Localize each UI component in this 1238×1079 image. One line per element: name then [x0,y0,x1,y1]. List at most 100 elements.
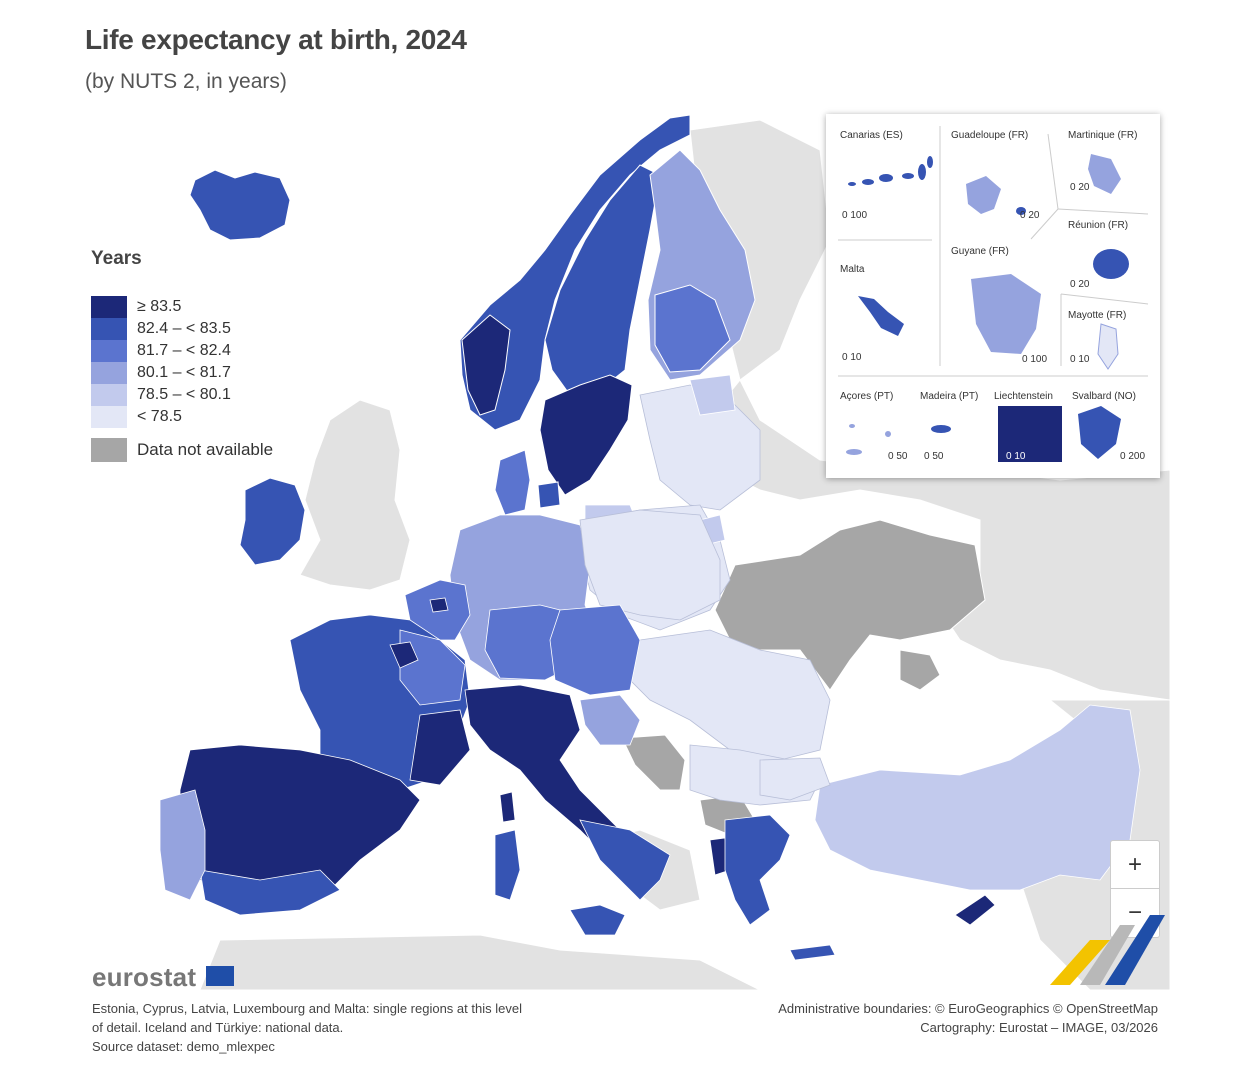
bulgaria-region [759,757,831,801]
canarias-shapes [848,156,933,186]
italy-south-region [579,819,671,901]
inset-label-guadeloupe: Guadeloupe (FR) [951,130,1029,141]
paris-region [389,641,419,669]
map-title: Life expectancy at birth, 2024 [85,24,467,55]
inset-scale-malta: 0 10 [842,352,862,363]
legend-no-data: Data not available [91,438,273,462]
legend-item: 78.5 – < 80.1 [91,384,273,406]
footnote-line: of detail. Iceland and Türkiye: national… [92,1020,344,1035]
legend-label: 81.7 – < 82.4 [137,342,231,359]
sardinia-region [494,829,521,901]
slovenia-croatia-region [579,694,641,746]
inset-scale-acores: 0 50 [888,451,908,462]
mayotte-shape [1097,323,1119,370]
footnote-line: Source dataset: demo_mlexpec [92,1039,275,1054]
legend-item: ≥ 83.5 [91,296,273,318]
inset-label-guyane: Guyane (FR) [951,246,1009,257]
inset-panel: Canarias (ES) 0 100 Guadeloupe (FR) 0 20… [826,114,1160,478]
eu-flag-icon [206,966,234,986]
ireland-region [239,477,306,566]
inset-scale-reunion: 0 20 [1070,279,1090,290]
legend-item: 81.7 – < 82.4 [91,340,273,362]
eurostat-logo: eurostat [92,962,197,992]
portugal-region [159,789,206,901]
inset-label-mayotte: Mayotte (FR) [1068,310,1127,321]
legend: Years ≥ 83.5 82.4 – < 83.5 81.7 – < 82.4… [91,248,273,462]
inset-label-canarias: Canarias (ES) [840,130,903,141]
belgium-capital-region [429,597,449,613]
legend-title: Years [91,248,142,269]
zoom-in-button[interactable]: + [1127,850,1142,878]
inset-frame [838,126,1149,462]
inset-scale-guyane: 0 100 [1022,354,1048,365]
norway-west-region [461,314,511,416]
inset-label-liechtenstein: Liechtenstein [994,391,1053,402]
legend-label-no-data: Data not available [137,440,274,459]
greece-region [724,814,791,926]
czech-austria-region [549,604,641,696]
inset-label-acores: Açores (PT) [840,391,894,402]
legend-label: 80.1 – < 81.7 [137,364,231,381]
inset-label-malta: Malta [840,264,865,275]
crete-region [789,944,836,961]
legend-label: 82.4 – < 83.5 [137,320,231,337]
map-subtitle: (by NUTS 2, in years) [85,70,287,93]
legend-swatch [91,296,127,318]
inset-label-svalbard: Svalbard (NO) [1072,391,1136,402]
acores-shapes [846,424,891,455]
guadeloupe-island [1016,207,1026,215]
inset-label-reunion: Réunion (FR) [1068,220,1129,231]
malta-shape [858,296,904,336]
liechtenstein-shape [998,406,1062,462]
corsica-region [499,791,516,823]
denmark-region [494,449,531,516]
inset-label-madeira: Madeira (PT) [920,391,979,402]
legend-item: 80.1 – < 81.7 [91,362,273,384]
zoom-out-button[interactable]: − [1111,888,1159,936]
footnote: Estonia, Cyprus, Latvia, Luxembourg and … [92,999,572,1056]
madeira-shape [931,425,951,433]
inset-scale-liechtenstein: 0 10 [1006,451,1026,462]
inset-scale-mayotte: 0 10 [1070,354,1090,365]
footnote-line: Estonia, Cyprus, Latvia, Luxembourg and … [92,1001,522,1016]
denmark-east-region [537,481,561,509]
poland-region [579,509,721,621]
legend-swatch [91,340,127,362]
france-north-region [399,629,466,706]
inset-scale-guadeloupe: 0 20 [1020,210,1040,221]
legend-item: < 78.5 [91,406,273,428]
iceland-region [189,169,291,241]
credits: Administrative boundaries: © EuroGeograp… [778,999,1158,1037]
spain-south-region [199,869,341,916]
legend-label: ≥ 83.5 [137,298,182,315]
legend-swatch [91,362,127,384]
inset-scale-martinique: 0 20 [1070,182,1090,193]
legend-swatch-no-data [91,438,127,462]
credit-line: Cartography: Eurostat – IMAGE, 03/2026 [920,1020,1158,1035]
guadeloupe-shape [966,176,1001,214]
legend-label: < 78.5 [137,408,182,425]
credit-line: Administrative boundaries: © EuroGeograp… [778,1001,1158,1016]
inset-label-martinique: Martinique (FR) [1068,130,1138,141]
guyane-shape [971,274,1041,354]
sweden-south-region [539,374,633,496]
martinique-shape [1088,154,1121,194]
reunion-shape [1093,249,1129,279]
cyprus-region [954,894,996,926]
norway-region [459,114,691,431]
legend-label: 78.5 – < 80.1 [137,386,231,403]
france-south-region [409,709,471,786]
corner-logo-icon [1050,915,1165,985]
legend-item: 82.4 – < 83.5 [91,318,273,340]
legend-swatch [91,406,127,428]
legend-swatch [91,318,127,340]
turkey-region [814,704,1141,891]
svalbard-shape [1078,406,1121,459]
finland-south-region [654,284,731,373]
inset-scale-madeira: 0 50 [924,451,944,462]
inset-scale-svalbard: 0 200 [1120,451,1146,462]
inset-scale-canarias: 0 100 [842,210,868,221]
legend-swatch [91,384,127,406]
sicily-region [569,904,626,936]
